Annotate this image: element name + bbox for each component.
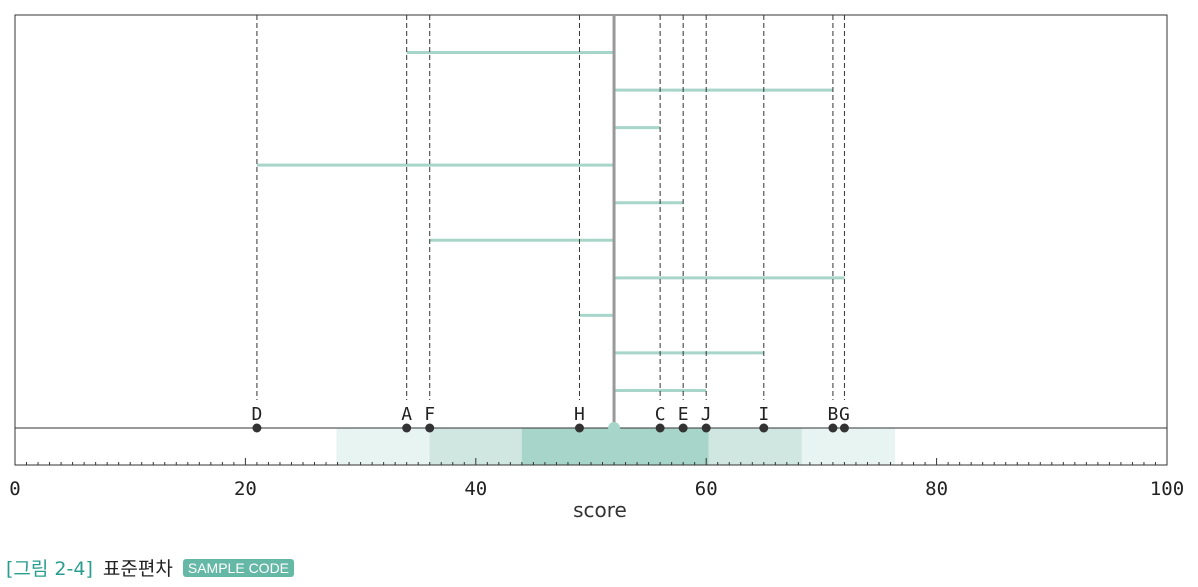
x-tick-label: 80 (925, 478, 948, 500)
point-label-i: I (758, 404, 769, 425)
data-point-e (678, 423, 688, 433)
point-label-g: G (839, 404, 850, 425)
point-label-a: A (401, 404, 412, 425)
point-label-e: E (678, 404, 689, 425)
data-point-f (425, 423, 435, 433)
figure-title: 표준편차 (102, 558, 173, 580)
x-tick-label: 100 (1150, 478, 1184, 500)
std-deviation-chart: 0 20 40 60 80 100 A B C D E F G H I J score (9, 14, 1184, 522)
sample-code-badge[interactable]: SAMPLE CODE (182, 559, 295, 577)
minor-ticks (26, 462, 1156, 465)
point-label-c: C (655, 404, 666, 425)
data-point-i (759, 423, 769, 433)
x-axis-label: score (573, 498, 627, 522)
major-ticks: 0 20 40 60 80 100 (9, 458, 1184, 500)
figure-caption: [그림 2-4] 표준편차 SAMPLE CODE (6, 554, 295, 581)
point-label-d: D (251, 404, 262, 425)
mean-line-group (608, 15, 621, 434)
point-label-b: B (827, 404, 838, 425)
point-label-j: J (701, 404, 712, 425)
x-tick-label: 20 (234, 478, 257, 500)
data-point-b (828, 423, 838, 433)
point-label-h: H (574, 404, 585, 425)
data-point-c (655, 423, 665, 433)
mean-marker (608, 422, 621, 434)
point-guide-lines (256, 15, 845, 400)
data-point-h (574, 423, 584, 433)
deviation-lines (256, 51, 845, 392)
data-point-g (839, 423, 849, 433)
std-band-1 (521, 428, 709, 465)
data-points: A B C D E F G H I J (251, 404, 850, 433)
point-label-f: F (424, 404, 435, 425)
data-point-j (701, 423, 711, 433)
data-point-a (402, 423, 412, 433)
figure-label: [그림 2-4] (6, 558, 93, 580)
x-tick-label: 60 (695, 478, 718, 500)
data-point-d (252, 423, 262, 433)
x-tick-label: 40 (464, 478, 487, 500)
x-tick-label: 0 (9, 478, 20, 500)
std-bands (336, 428, 896, 465)
